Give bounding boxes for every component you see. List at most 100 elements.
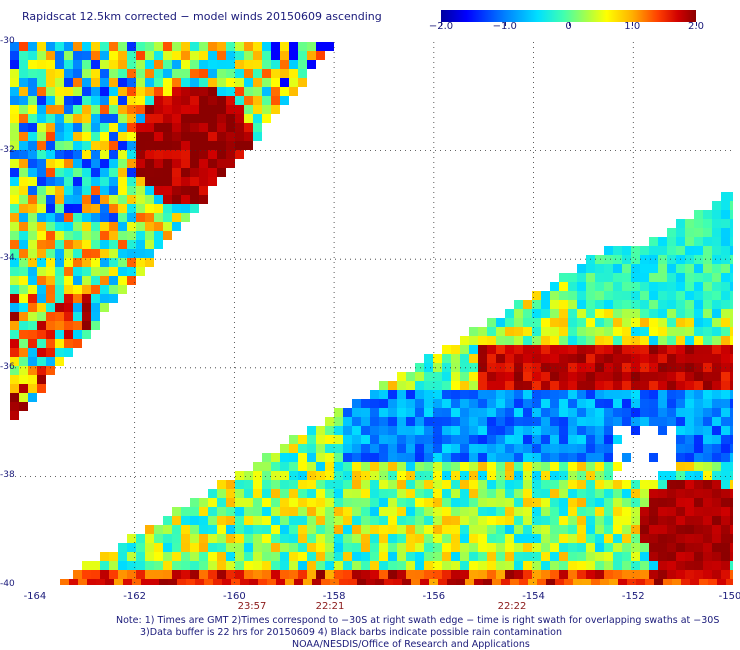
- wind-cell: [676, 435, 685, 444]
- wind-cell: [73, 222, 82, 231]
- wind-cell: [343, 408, 352, 417]
- wind-cell: [604, 336, 613, 345]
- wind-cell: [253, 498, 262, 507]
- wind-cell: [712, 525, 721, 534]
- wind-cell: [604, 426, 613, 435]
- wind-cell: [145, 78, 154, 87]
- wind-cell: [505, 444, 514, 453]
- wind-cell: [406, 453, 415, 462]
- wind-cell: [298, 570, 307, 579]
- wind-cell: [91, 42, 100, 51]
- wind-cell: [496, 543, 505, 552]
- wind-cell: [388, 390, 397, 399]
- wind-cell: [703, 345, 712, 354]
- wind-cell: [568, 291, 577, 300]
- wind-cell: [406, 543, 415, 552]
- wind-cell: [334, 444, 343, 453]
- wind-cell: [91, 60, 100, 69]
- wind-cell: [352, 453, 361, 462]
- wind-cell: [19, 69, 28, 78]
- wind-cell: [406, 525, 415, 534]
- wind-cell: [235, 87, 244, 96]
- wind-cell: [604, 282, 613, 291]
- wind-cell: [514, 417, 523, 426]
- wind-cell: [523, 354, 532, 363]
- wind-cell: [208, 159, 217, 168]
- wind-cell: [591, 579, 600, 585]
- wind-cell: [388, 552, 397, 561]
- wind-cell: [568, 444, 577, 453]
- wind-cell: [676, 345, 685, 354]
- wind-cell: [361, 399, 370, 408]
- wind-cell: [82, 240, 91, 249]
- wind-cell: [37, 267, 46, 276]
- wind-cell: [532, 471, 541, 480]
- wind-cell: [595, 444, 604, 453]
- wind-cell: [532, 291, 541, 300]
- wind-cell: [703, 471, 712, 480]
- wind-cell: [523, 300, 532, 309]
- wind-cell: [352, 525, 361, 534]
- wind-cell: [199, 96, 208, 105]
- wind-cell: [532, 480, 541, 489]
- wind-cell: [487, 462, 496, 471]
- wind-cell: [82, 168, 91, 177]
- wind-cell: [37, 258, 46, 267]
- wind-cell: [568, 435, 577, 444]
- wind-cell: [649, 543, 658, 552]
- wind-cell: [217, 42, 226, 51]
- wind-cell: [604, 471, 613, 480]
- wind-cell: [37, 51, 46, 60]
- wind-cell: [676, 219, 685, 228]
- wind-cell: [568, 552, 577, 561]
- wind-cell: [640, 345, 649, 354]
- wind-cell: [19, 195, 28, 204]
- wind-cell: [379, 408, 388, 417]
- wind-cell: [577, 408, 586, 417]
- wind-cell: [100, 159, 109, 168]
- wind-cell: [433, 480, 442, 489]
- wind-cell: [559, 516, 568, 525]
- wind-cell: [253, 570, 262, 579]
- wind-cell: [235, 534, 244, 543]
- wind-cell: [109, 87, 118, 96]
- wind-cell: [181, 561, 190, 570]
- wind-cell: [622, 291, 631, 300]
- wind-cell: [388, 543, 397, 552]
- wind-cell: [505, 426, 514, 435]
- wind-cell: [339, 579, 348, 585]
- wind-cell: [694, 453, 703, 462]
- wind-cell: [82, 123, 91, 132]
- wind-cell: [442, 534, 451, 543]
- wind-cell: [523, 363, 532, 372]
- wind-cell: [658, 282, 667, 291]
- wind-cell: [586, 417, 595, 426]
- wind-cell: [577, 417, 586, 426]
- wind-cell: [91, 561, 100, 570]
- wind-cell: [433, 390, 442, 399]
- wind-cell: [361, 444, 370, 453]
- wind-cell: [334, 507, 343, 516]
- wind-cell: [703, 237, 712, 246]
- wind-cell: [604, 327, 613, 336]
- wind-cell: [37, 168, 46, 177]
- longitude-label: -150: [718, 591, 740, 602]
- wind-cell: [244, 525, 253, 534]
- wind-cell: [262, 114, 271, 123]
- wind-cell: [604, 408, 613, 417]
- wind-cell: [685, 255, 694, 264]
- wind-cell: [397, 561, 406, 570]
- wind-cell: [280, 543, 289, 552]
- wind-cell: [37, 177, 46, 186]
- wind-cell: [127, 42, 136, 51]
- footnote-line-2: 3)Data buffer is 22 hrs for 20150609 4) …: [140, 627, 562, 638]
- wind-cell: [460, 525, 469, 534]
- wind-cell: [523, 489, 532, 498]
- wind-cell: [694, 561, 703, 570]
- wind-cell: [577, 264, 586, 273]
- wind-cell: [37, 240, 46, 249]
- wind-cell: [55, 96, 64, 105]
- wind-cell: [622, 507, 631, 516]
- wind-cell: [136, 231, 145, 240]
- wind-cell: [550, 300, 559, 309]
